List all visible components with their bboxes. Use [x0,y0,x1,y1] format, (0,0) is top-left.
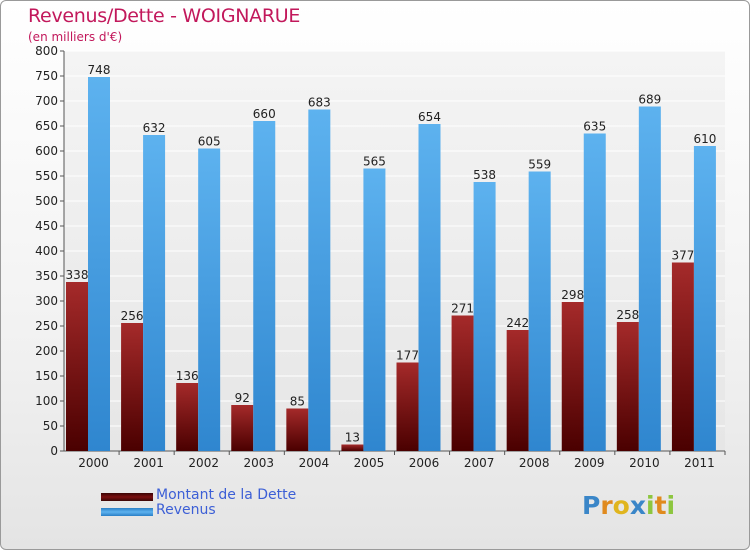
data-label-revenus-2002: 605 [198,135,221,149]
y-tick-label: 500 [35,194,58,208]
data-label-dette-2011: 377 [671,249,694,263]
data-label-dette-2005: 13 [345,431,360,445]
y-tick-label: 200 [35,344,58,358]
data-label-dette-2007: 271 [451,302,474,316]
y-tick-label: 50 [43,419,58,433]
data-label-revenus-2010: 689 [638,93,661,107]
data-label-revenus-2001: 632 [143,121,166,135]
y-tick-label: 600 [35,144,58,158]
bar-dette-2001 [121,323,144,451]
data-label-dette-2004: 85 [290,395,305,409]
bar-dette-2000 [66,282,88,451]
legend-swatch-dette [101,493,153,501]
data-label-dette-2010: 258 [616,308,639,322]
x-tick-label: 2007 [464,456,495,470]
bar-dette-2010 [616,322,639,451]
data-label-dette-2001: 256 [121,309,144,323]
bar-dette-2009 [561,302,584,451]
x-tick-label: 2000 [78,456,109,470]
x-tick-label: 2001 [133,456,164,470]
bar-revenus-2009 [583,133,606,451]
y-tick-label: 150 [35,369,58,383]
bar-dette-2002 [176,383,199,451]
bar-dette-2008 [506,330,529,451]
y-tick-label: 550 [35,169,58,183]
data-label-dette-2006: 177 [396,349,419,363]
bar-revenus-2008 [528,171,551,451]
bar-revenus-2005 [363,168,386,451]
x-tick-label: 2003 [244,456,275,470]
bar-revenus-2001 [143,135,166,451]
x-tick-label: 2004 [299,456,330,470]
bar-dette-2006 [396,362,419,451]
x-tick-label: 2006 [409,456,440,470]
bar-revenus-2000 [88,77,110,451]
chart-title: Revenus/Dette - WOIGNARUE [28,5,301,27]
chart-subtitle: (en milliers d'€) [28,30,123,44]
x-tick-label: 2008 [519,456,550,470]
y-tick-label: 800 [35,44,58,58]
y-tick-label: 0 [50,444,58,458]
x-tick-label: 2002 [188,456,219,470]
data-label-dette-2008: 242 [506,316,529,330]
data-label-dette-2002: 136 [176,369,199,383]
y-tick-label: 400 [35,244,58,258]
y-tick-label: 650 [35,119,58,133]
data-label-revenus-2003: 660 [253,107,276,121]
logo-letter: x [629,491,646,520]
y-tick-label: 250 [35,319,58,333]
bar-dette-2011 [671,262,694,451]
y-tick-label: 350 [35,269,58,283]
bar-revenus-2006 [418,124,441,451]
data-label-revenus-2007: 538 [473,168,496,182]
bar-revenus-2003 [253,121,276,451]
bar-revenus-2002 [198,148,221,451]
data-label-revenus-2000: 748 [88,63,111,77]
logo-letter: i [646,491,655,520]
y-tick-label: 700 [35,94,58,108]
bar-dette-2003 [231,405,254,451]
y-tick-label: 450 [35,219,58,233]
bar-dette-2004 [286,408,309,451]
bar-dette-2005 [341,444,364,451]
data-label-revenus-2009: 635 [583,120,606,134]
logo-letter: o [612,491,630,520]
bar-revenus-2007 [473,182,496,451]
x-tick-label: 2005 [354,456,385,470]
x-tick-label: 2010 [629,456,660,470]
data-label-dette-2003: 92 [235,391,250,405]
bar-dette-2007 [451,315,474,451]
data-label-revenus-2004: 683 [308,96,331,110]
data-label-dette-2000: 338 [66,268,89,282]
x-tick-label: 2011 [684,456,715,470]
legend-label-dette: Montant de la Dette [156,487,297,503]
data-label-revenus-2008: 559 [528,158,551,172]
logo-letter: r [600,491,613,520]
bar-revenus-2010 [638,106,661,451]
data-label-revenus-2006: 654 [418,110,441,124]
legend-swatch-revenus [101,508,153,516]
y-tick-label: 750 [35,69,58,83]
data-label-revenus-2011: 610 [693,132,716,146]
logo-letter: t [654,491,667,520]
legend-label-revenus: Revenus [156,502,216,518]
proxiti-logo: Proxiti [582,491,675,520]
data-label-dette-2009: 298 [561,288,584,302]
x-tick-label: 2009 [574,456,605,470]
data-label-revenus-2005: 565 [363,155,386,169]
bar-revenus-2004 [308,109,331,451]
y-tick-label: 100 [35,394,58,408]
y-tick-label: 300 [35,294,58,308]
bar-revenus-2011 [693,146,716,451]
logo-letter: i [666,491,676,520]
logo-letter: P [582,491,601,520]
